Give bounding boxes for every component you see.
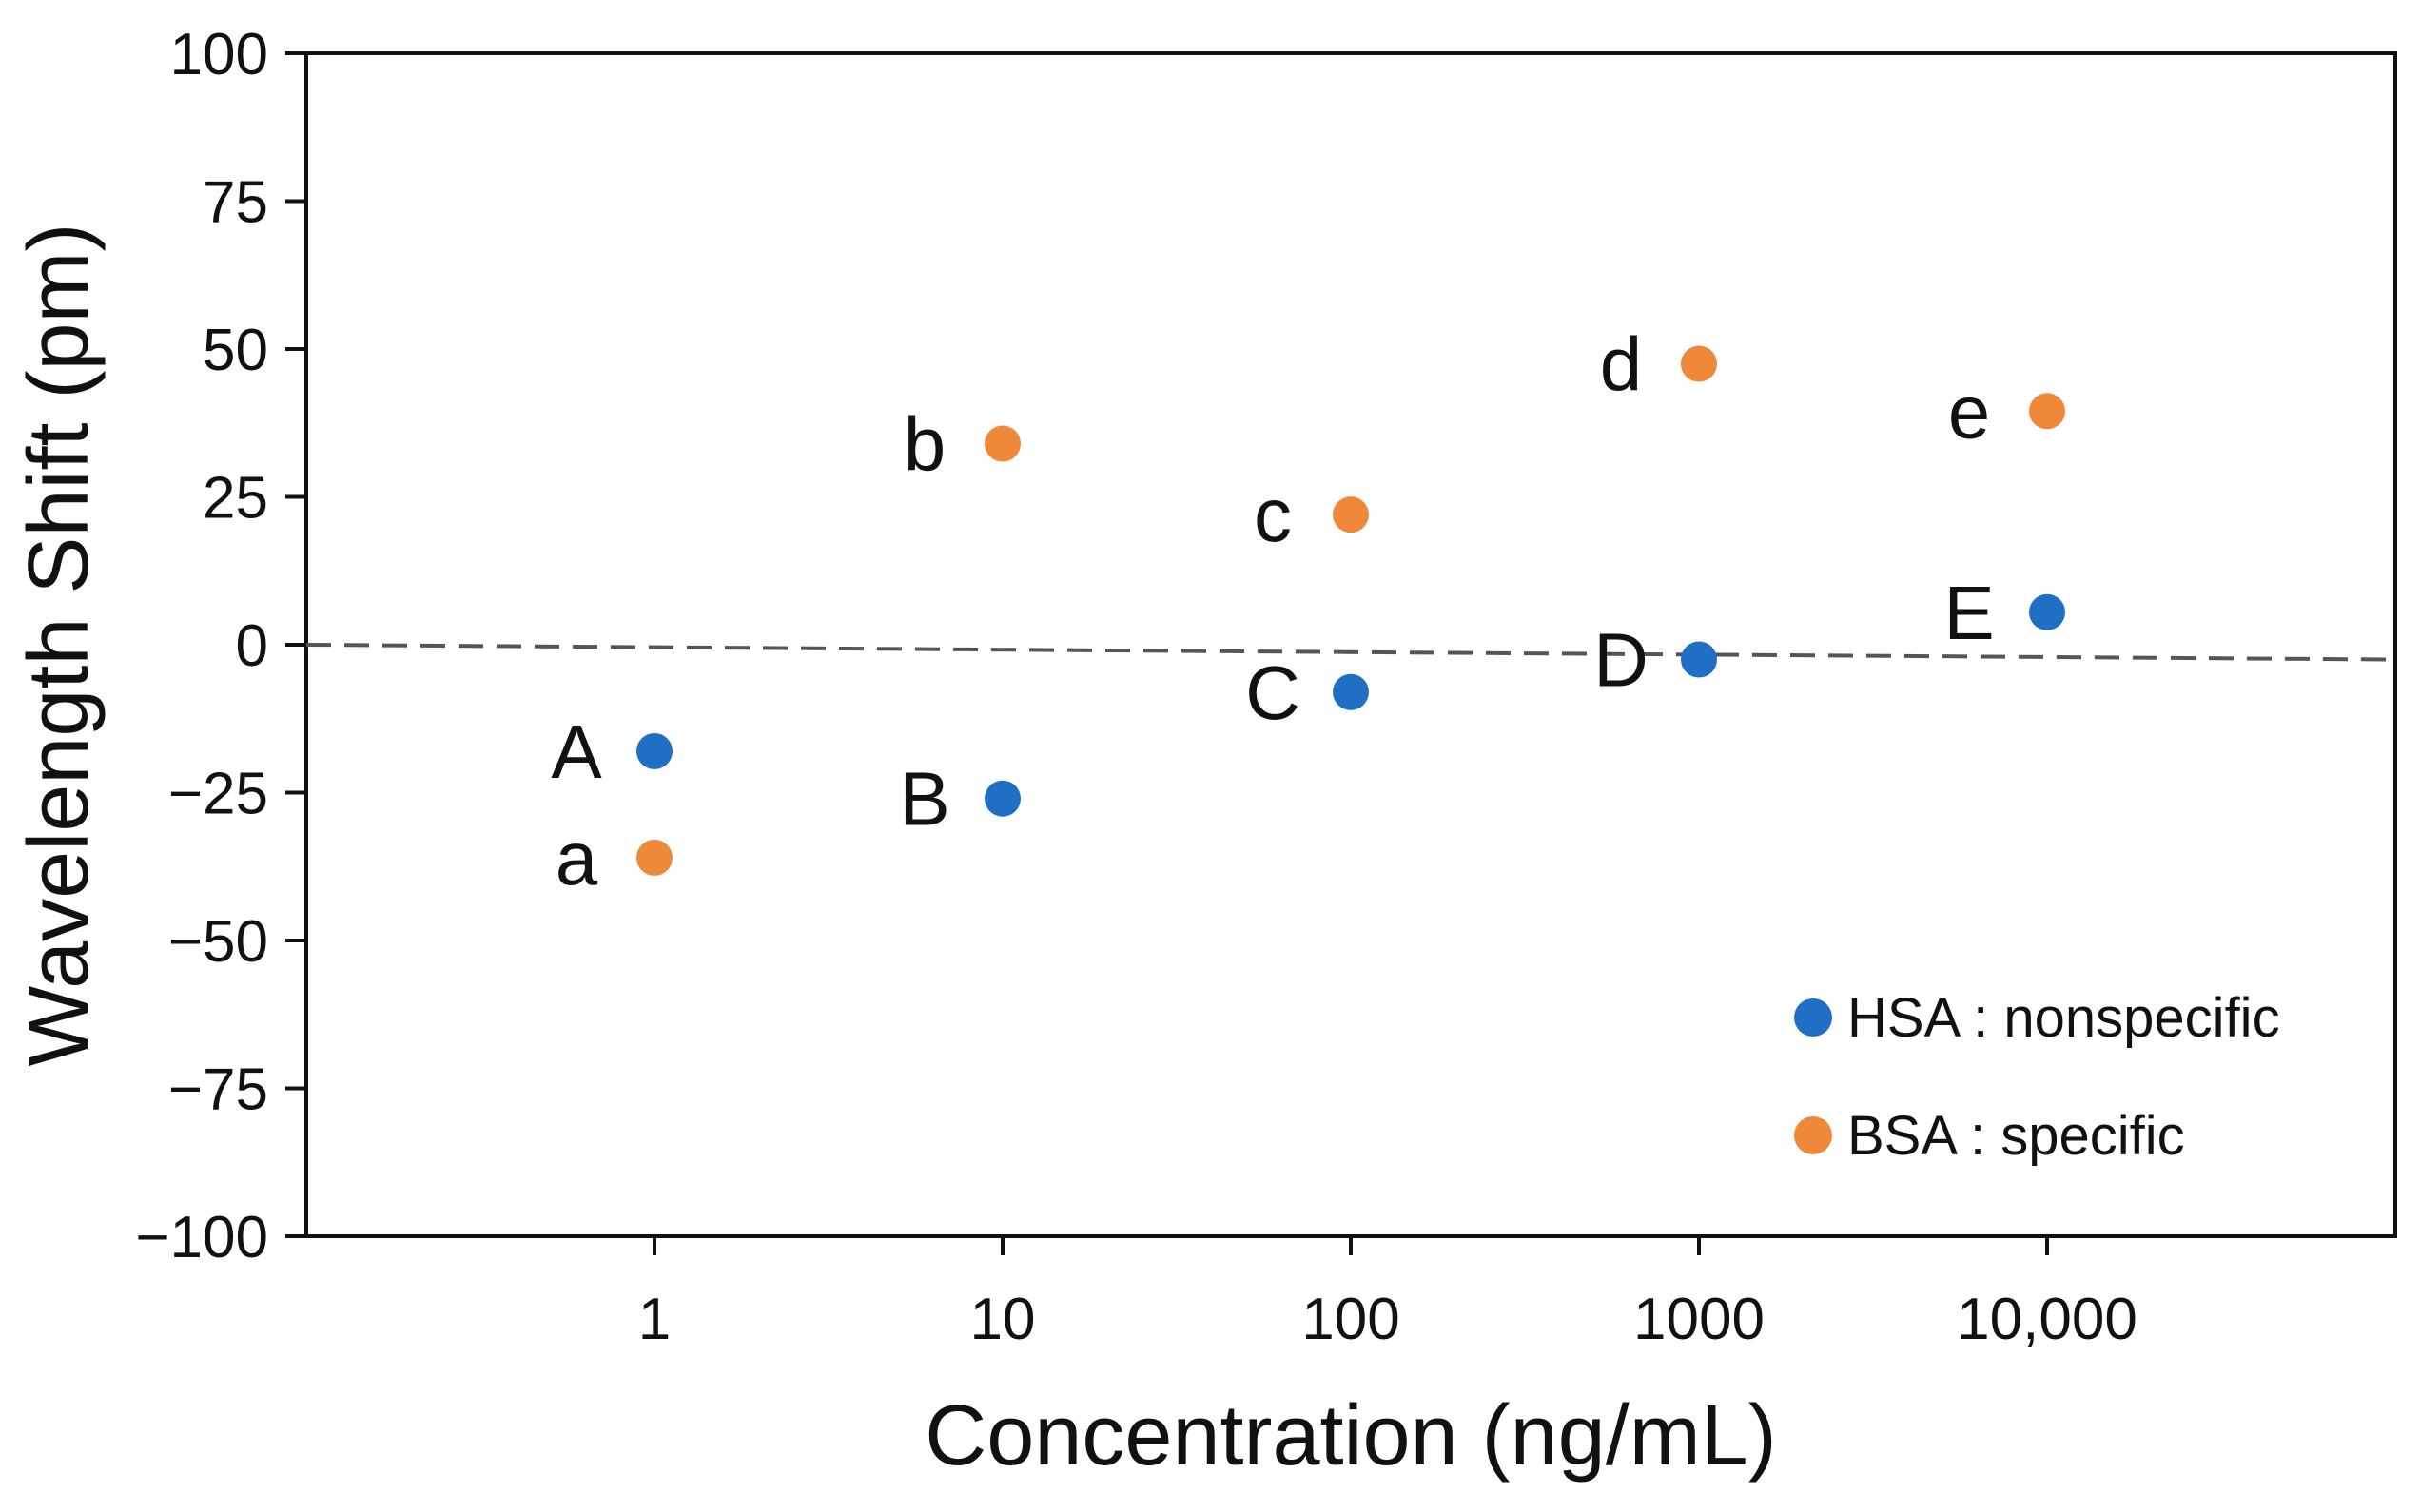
x-tick-label: 10 bbox=[970, 1287, 1036, 1352]
point-label: A bbox=[551, 709, 602, 794]
x-tick-label: 100 bbox=[1301, 1287, 1399, 1352]
point-label: e bbox=[1948, 369, 1991, 454]
y-tick-label: −100 bbox=[135, 1205, 268, 1270]
legend-label: HSA : nonspecific bbox=[1847, 987, 2280, 1049]
y-tick-label: 0 bbox=[236, 613, 268, 679]
point-label: a bbox=[556, 816, 598, 901]
legend-marker bbox=[1794, 998, 1832, 1037]
y-axis-label: Wavelength Shift (pm) bbox=[11, 223, 107, 1067]
data-point-bsa bbox=[1333, 496, 1369, 533]
legend-label: BSA : specific bbox=[1847, 1105, 2185, 1167]
data-point-bsa bbox=[985, 425, 1021, 462]
plot-frame bbox=[304, 51, 2397, 1238]
point-label: B bbox=[899, 757, 949, 842]
data-point-bsa bbox=[2029, 393, 2065, 430]
point-label: d bbox=[1600, 322, 1643, 407]
y-tick-label: 100 bbox=[170, 22, 268, 87]
y-tick-label: 50 bbox=[203, 318, 268, 383]
data-point-hsa bbox=[985, 780, 1021, 817]
y-tick-label: 25 bbox=[203, 466, 268, 532]
data-point-bsa bbox=[636, 839, 673, 876]
y-tick-label: −25 bbox=[168, 762, 268, 827]
x-axis-label: Concentration (ng/mL) bbox=[925, 1388, 1776, 1483]
y-tick-label: −50 bbox=[168, 909, 268, 975]
x-tick-label: 10,000 bbox=[1957, 1287, 2137, 1352]
reference-line-zero bbox=[305, 643, 2396, 662]
point-label: c bbox=[1254, 473, 1292, 557]
data-point-hsa bbox=[1681, 641, 1717, 678]
y-tick-label: −75 bbox=[168, 1057, 268, 1123]
legend-marker bbox=[1794, 1116, 1832, 1154]
point-label: b bbox=[904, 402, 947, 487]
point-label: E bbox=[1943, 571, 1994, 655]
x-tick-label: 1 bbox=[638, 1287, 671, 1352]
point-label: D bbox=[1593, 618, 1649, 703]
data-point-hsa bbox=[1333, 673, 1369, 710]
data-point-hsa bbox=[2029, 593, 2065, 630]
x-tick-label: 1000 bbox=[1633, 1287, 1765, 1352]
y-tick-label: 75 bbox=[203, 170, 268, 236]
point-label: C bbox=[1245, 650, 1300, 735]
data-point-bsa bbox=[1681, 345, 1717, 382]
data-point-hsa bbox=[636, 732, 673, 769]
